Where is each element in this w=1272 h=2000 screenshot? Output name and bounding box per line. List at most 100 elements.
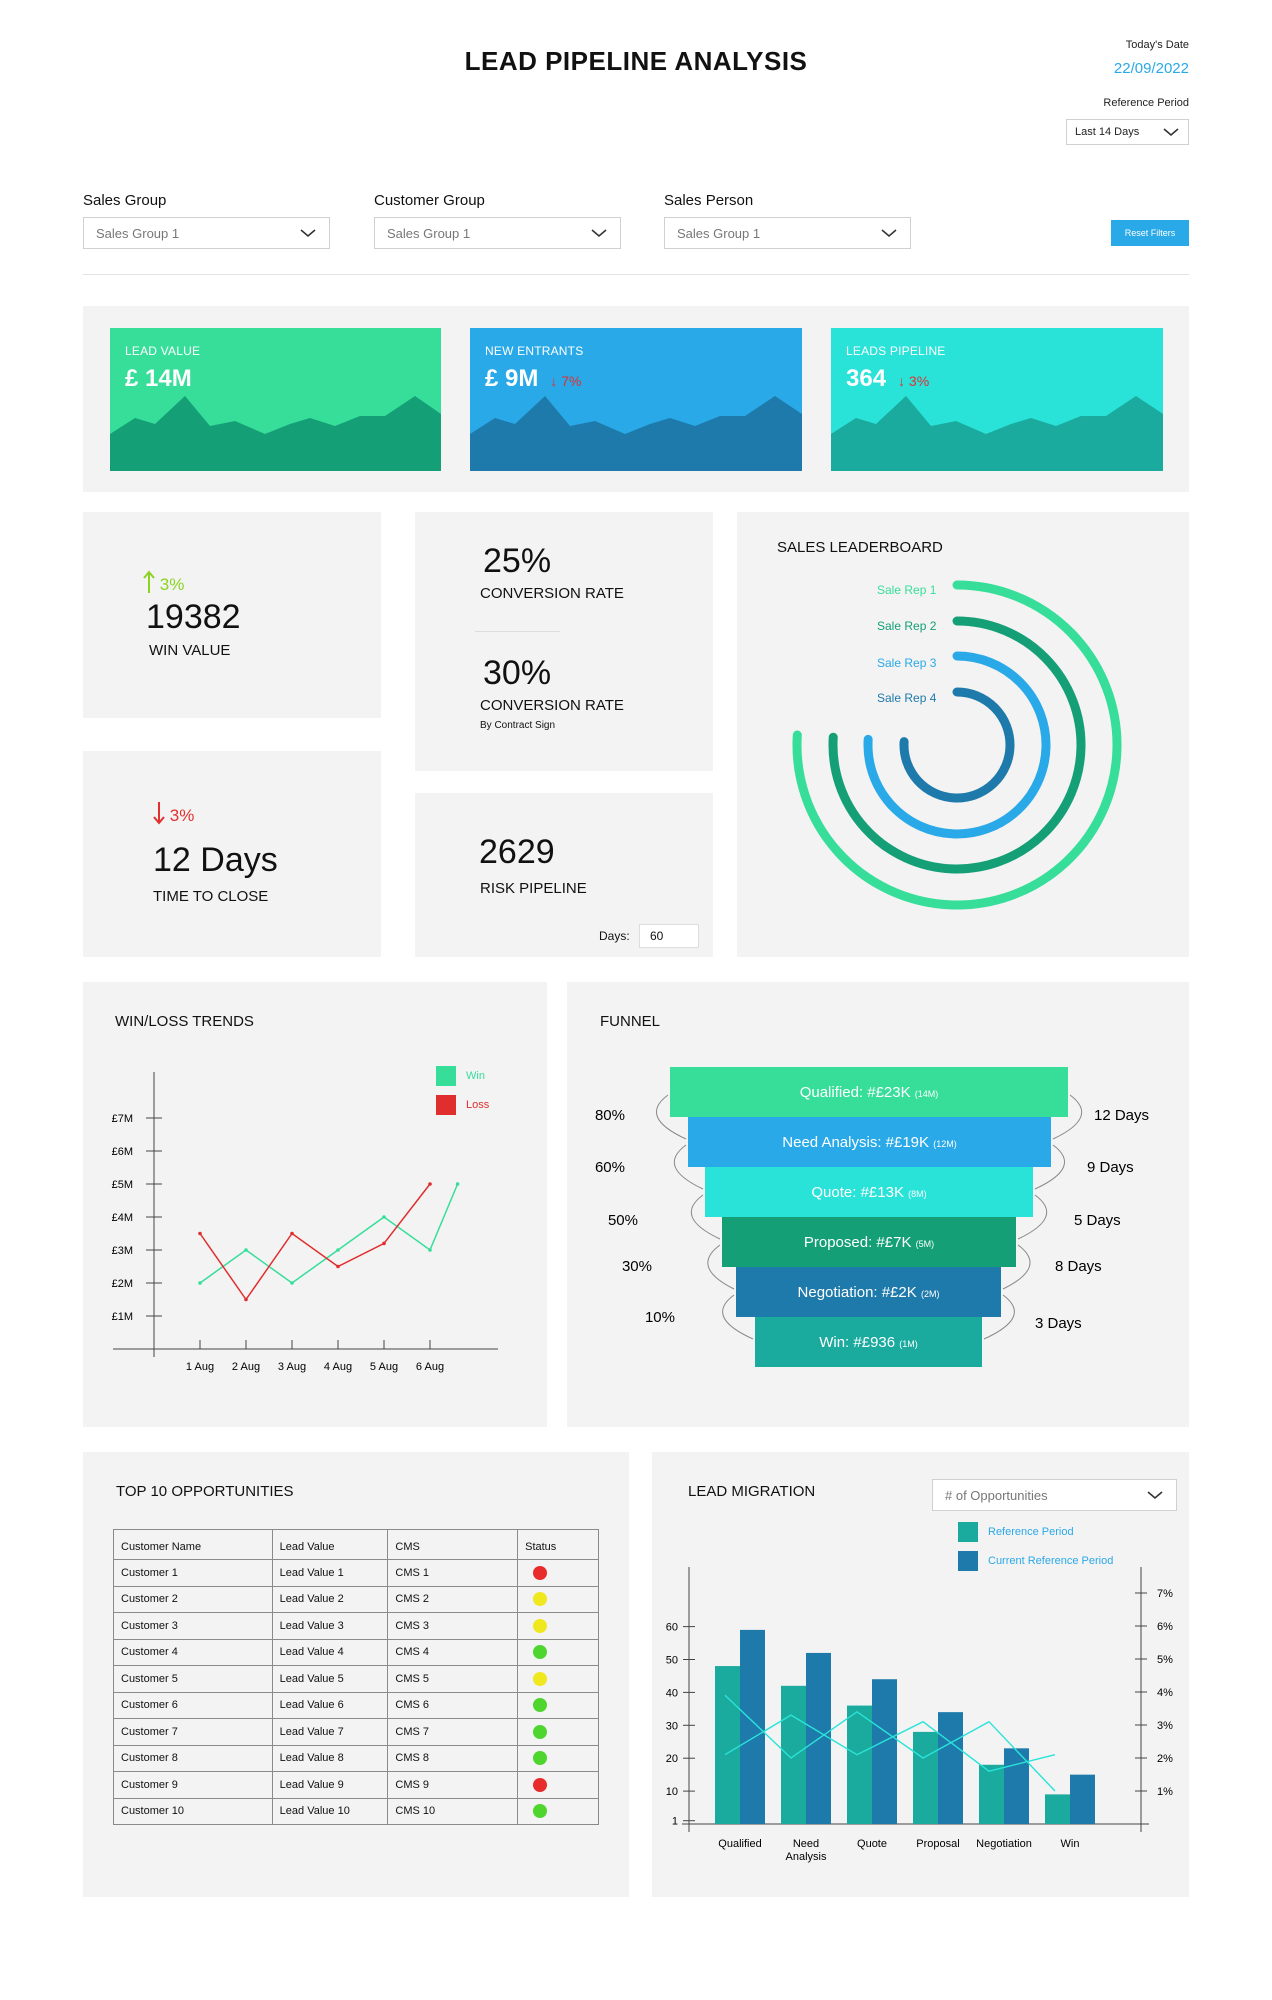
arrow-down-icon xyxy=(153,802,165,825)
legend-swatch-win xyxy=(436,1066,456,1086)
todays-date: 22/09/2022 xyxy=(1113,60,1189,77)
lead-value-sparkline xyxy=(110,396,441,471)
new-entrants-card[interactable]: NEW ENTRANTS £ 9M ↓ 7% xyxy=(470,328,802,471)
status-cell xyxy=(517,1718,599,1746)
migration-y-tick-label: 20 xyxy=(666,1753,678,1765)
reference-period-select[interactable]: Last 14 Days xyxy=(1066,119,1189,145)
migration-metric-select[interactable]: # of Opportunities xyxy=(932,1479,1177,1511)
table-cell: Customer 4 xyxy=(113,1638,273,1666)
lead-migration-panel: LEAD MIGRATION # of Opportunities Refere… xyxy=(652,1452,1189,1897)
lead-migration-chart: 1 10 20 30 40 50 60 1% 2% 3% 4% 5% 6% 7% Qualified Need… xyxy=(666,1567,1173,1863)
conversion-divider xyxy=(475,631,560,632)
table-cell: CMS 8 xyxy=(387,1744,519,1772)
time-to-close-label: TIME TO CLOSE xyxy=(153,888,269,905)
status-dot-icon xyxy=(533,1618,548,1633)
winloss-x-tick-label: 1 Aug xyxy=(186,1361,214,1373)
table-row[interactable]: Customer 6 Lead Value 6 CMS 6 xyxy=(113,1691,599,1719)
column-header: CMS xyxy=(387,1529,519,1560)
migration-metric-value: # of Opportunities xyxy=(945,1487,1048,1503)
table-row[interactable]: Customer 1 Lead Value 1 CMS 1 xyxy=(113,1559,599,1587)
table-cell: Customer 9 xyxy=(113,1771,273,1799)
funnel-curve-arrow-left xyxy=(674,1144,704,1190)
status-cell xyxy=(517,1744,599,1772)
leads-pipeline-card[interactable]: LEADS PIPELINE 364 ↓ 3% xyxy=(831,328,1163,471)
lead-value-card[interactable]: LEAD VALUE £ 14M xyxy=(110,328,441,471)
table-row[interactable]: Customer 3 Lead Value 3 CMS 3 xyxy=(113,1612,599,1640)
table-cell: Lead Value 1 xyxy=(271,1559,389,1587)
winloss-line-loss xyxy=(199,1183,431,1301)
winloss-y-tick-label: £2M xyxy=(112,1278,133,1290)
table-cell: CMS 10 xyxy=(387,1797,519,1825)
table-cell: Lead Value 7 xyxy=(271,1718,389,1746)
funnel-stage-label: Quote: #£13K (8M) xyxy=(811,1184,926,1201)
table-cell: Customer 2 xyxy=(113,1585,273,1613)
table-row[interactable]: Customer 7 Lead Value 7 CMS 7 xyxy=(113,1718,599,1746)
table-row[interactable]: Customer 5 Lead Value 5 CMS 5 xyxy=(113,1665,599,1693)
table-cell: Customer 6 xyxy=(113,1691,273,1719)
table-row[interactable]: Customer 2 Lead Value 2 CMS 2 xyxy=(113,1585,599,1613)
page-title: LEAD PIPELINE ANALYSIS xyxy=(464,46,808,76)
winloss-x-tick-label: 3 Aug xyxy=(278,1361,306,1373)
conversion-rate-1: 25% xyxy=(483,542,552,580)
sales-group-select[interactable]: Sales Group 1 xyxy=(83,217,330,249)
days-input[interactable]: 60 xyxy=(639,924,699,948)
risk-pipeline-number: 2629 xyxy=(479,833,555,871)
conversion-rate-2-sublabel: By Contract Sign xyxy=(480,720,556,731)
funnel-conversion-pct: 50% xyxy=(608,1212,638,1229)
funnel-stage-label: Need Analysis: #£19K (12M) xyxy=(782,1134,956,1151)
legend-label-current: Current Reference Period xyxy=(988,1555,1114,1567)
winloss-chart: £1M £2M £3M £4M £5M £6M £7M 1 Aug 2 Aug 3 Aug 4 Au… xyxy=(112,1072,498,1373)
funnel-stage-bar xyxy=(736,1267,1001,1317)
win-value-label: WIN VALUE xyxy=(149,642,231,659)
customer-group-select[interactable]: Sales Group 1 xyxy=(374,217,621,249)
opportunities-table: Customer Name Lead Value CMS Status Customer… xyxy=(113,1529,599,1825)
table-row[interactable]: Customer 9 Lead Value 9 CMS 9 xyxy=(113,1771,599,1799)
sales-person-select[interactable]: Sales Group 1 xyxy=(664,217,911,249)
winloss-y-tick-label: £5M xyxy=(112,1179,133,1191)
winloss-point-loss xyxy=(336,1264,340,1269)
reference-period-label: Reference Period xyxy=(1103,97,1189,109)
lead-migration-title: LEAD MIGRATION xyxy=(688,1483,816,1500)
migration-category-label: Proposal xyxy=(916,1838,959,1850)
table-cell: CMS 9 xyxy=(387,1771,519,1799)
legend-item-win: Win xyxy=(436,1066,489,1086)
winloss-point-loss xyxy=(244,1297,248,1302)
winloss-point-win xyxy=(290,1281,294,1285)
funnel-curve-arrow-right xyxy=(983,1294,1015,1340)
leads-pipeline-change: ↓ 3% xyxy=(898,373,930,389)
funnel-curve-arrow-left xyxy=(722,1294,754,1340)
funnel-curve-arrow-left xyxy=(656,1094,687,1140)
new-entrants-value: £ 9M ↓ 7% xyxy=(485,365,582,392)
sales-person-value: Sales Group 1 xyxy=(677,225,761,241)
winloss-title: WIN/LOSS TRENDS xyxy=(115,1013,254,1030)
funnel-curve-arrow-left xyxy=(691,1194,721,1240)
table-cell: Lead Value 5 xyxy=(271,1665,389,1693)
migration-bar-current xyxy=(1070,1774,1095,1824)
funnel-curve-arrow-left xyxy=(707,1244,735,1290)
funnel-stage-bar xyxy=(705,1167,1033,1217)
table-row[interactable]: Customer 8 Lead Value 8 CMS 8 xyxy=(113,1744,599,1772)
winloss-x-tick-label: 2 Aug xyxy=(232,1361,260,1373)
reset-filters-button[interactable]: Reset Filters xyxy=(1111,220,1189,246)
funnel-stage-label: Proposed: #£7K (5M) xyxy=(804,1234,934,1251)
sales-leaderboard-chart xyxy=(792,580,1122,910)
time-to-close-card: 3% 12 Days TIME TO CLOSE xyxy=(83,751,381,957)
sales-group-value: Sales Group 1 xyxy=(96,225,180,241)
column-header: Status xyxy=(517,1529,599,1560)
status-cell xyxy=(517,1797,599,1825)
migration-y2-tick-label: 6% xyxy=(1157,1621,1173,1633)
table-cell: Lead Value 2 xyxy=(271,1585,389,1613)
migration-y2-tick-label: 5% xyxy=(1157,1654,1173,1666)
legend-swatch-current xyxy=(958,1551,978,1571)
table-row[interactable]: Customer 10 Lead Value 10 CMS 10 xyxy=(113,1797,599,1825)
winloss-x-tick-label: 6 Aug xyxy=(416,1361,444,1373)
table-row[interactable]: Customer 4 Lead Value 4 CMS 4 xyxy=(113,1638,599,1666)
winloss-y-tick-label: £4M xyxy=(112,1212,133,1224)
kpi-panel: LEAD VALUE £ 14M NEW ENTRANTS £ 9M ↓ 7% L… xyxy=(83,306,1189,492)
opportunities-title: TOP 10 OPPORTUNITIES xyxy=(116,1483,294,1500)
table-cell: Lead Value 4 xyxy=(271,1638,389,1666)
time-to-close-number: 12 Days xyxy=(153,841,278,879)
funnel-panel: FUNNEL Qualified: #£23K (14M) Need Analys… xyxy=(567,982,1189,1427)
status-dot-icon xyxy=(533,1565,548,1580)
leaderboard-arc-rep-1 xyxy=(792,580,1122,910)
